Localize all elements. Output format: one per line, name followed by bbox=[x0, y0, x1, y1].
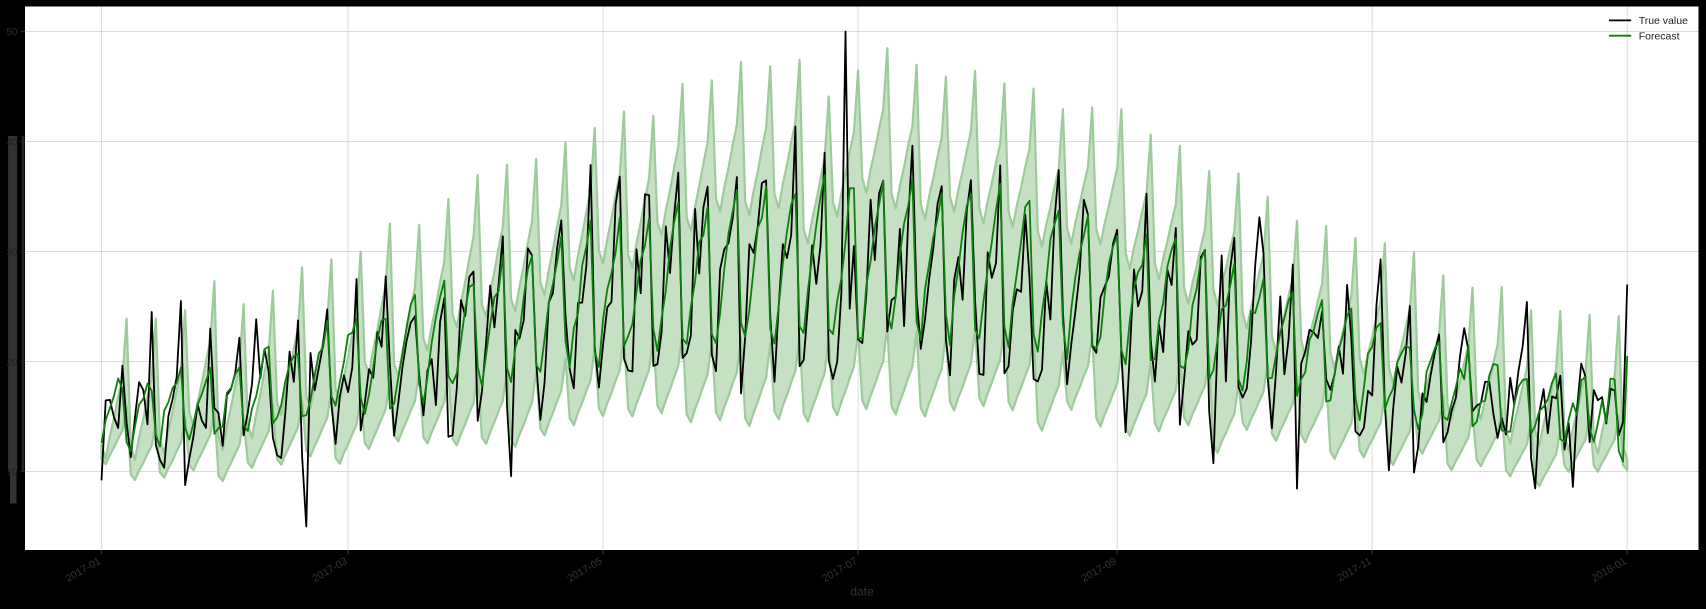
svg-text:Forecast: Forecast bbox=[1639, 30, 1680, 42]
svg-text:10: 10 bbox=[6, 468, 18, 479]
svg-text:True value: True value bbox=[1639, 15, 1688, 27]
svg-text:40: 40 bbox=[6, 138, 18, 149]
svg-text:30: 30 bbox=[6, 248, 18, 259]
svg-text:20: 20 bbox=[6, 358, 18, 369]
svg-text:50: 50 bbox=[6, 27, 18, 38]
svg-text:date: date bbox=[850, 585, 874, 599]
